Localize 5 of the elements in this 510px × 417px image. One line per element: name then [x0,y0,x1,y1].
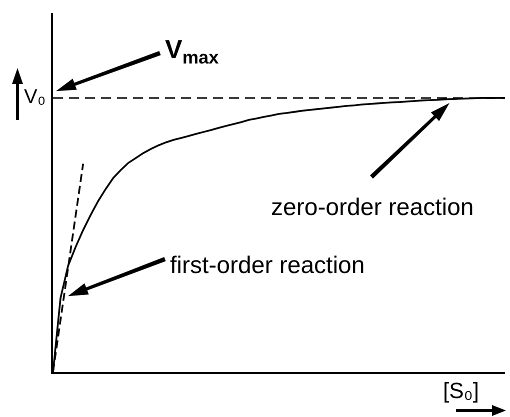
annotation: first-order reaction [170,252,365,279]
y-axis-title: V₀ [24,86,46,108]
annotation: zero-order reaction [271,194,474,221]
x-axis-title: [S₀] [443,378,480,403]
text: V$_{max}$ [165,34,219,68]
